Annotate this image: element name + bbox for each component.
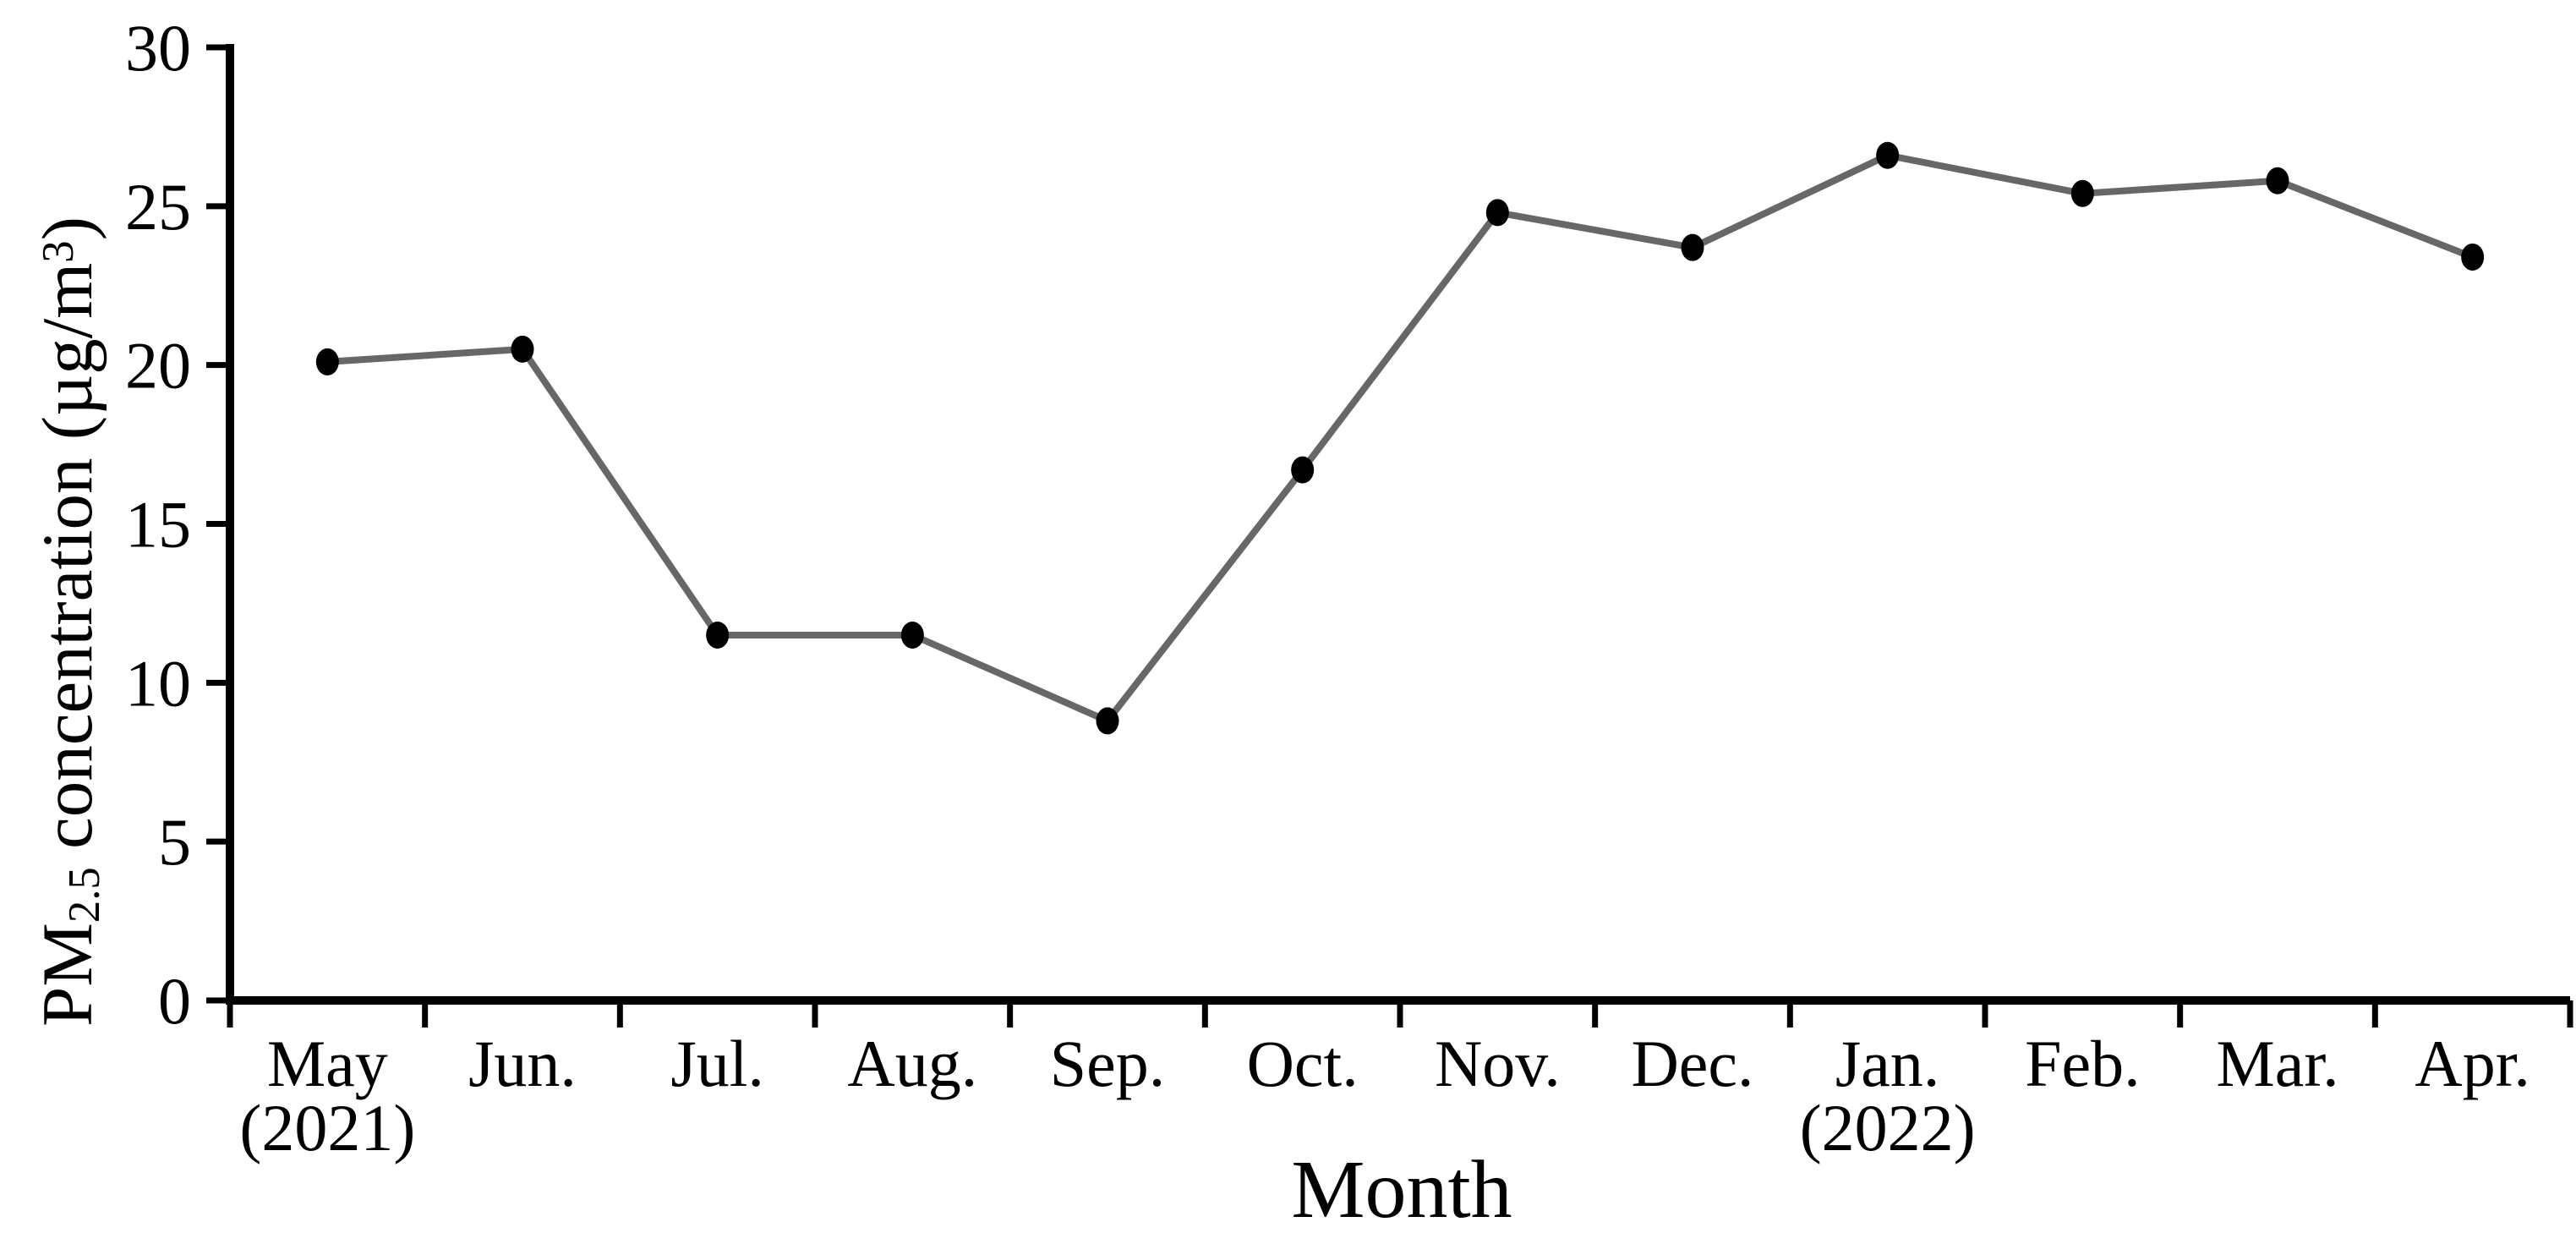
x-tick-label: Sep. — [1050, 1027, 1166, 1100]
y-tick-label: 25 — [125, 170, 191, 244]
x-tick-sublabel: (2022) — [1800, 1091, 1976, 1165]
y-tick-label: 10 — [125, 646, 191, 720]
x-tick-sublabel: (2021) — [239, 1091, 415, 1165]
data-point — [315, 348, 339, 375]
data-point — [900, 621, 924, 649]
data-point — [706, 621, 730, 649]
x-axis-title: Month — [1291, 1144, 1512, 1236]
x-tick-label: Jan. — [1835, 1027, 1939, 1100]
y-tick-label: 20 — [125, 329, 191, 403]
x-tick-label: Oct. — [1247, 1027, 1359, 1100]
x-tick-label: Mar. — [2216, 1027, 2338, 1100]
data-point — [1876, 141, 1900, 169]
data-line — [324, 151, 2476, 725]
x-tick-label: Dec. — [1631, 1027, 1753, 1100]
data-point — [2070, 179, 2094, 207]
x-tick-label: Feb. — [2025, 1027, 2141, 1100]
x-tick-label: Jul. — [670, 1027, 764, 1100]
y-axis-title: PM2.5 concentration (µg/m3) — [21, 30, 114, 1214]
y-axis-title-part: concentration (µg/m — [28, 262, 107, 868]
y-tick-label: 5 — [158, 805, 191, 879]
x-tick-label: Jun. — [468, 1027, 577, 1100]
data-point — [2461, 243, 2485, 271]
x-tick-label: Nov. — [1435, 1027, 1561, 1100]
data-point — [511, 335, 534, 363]
data-point — [1096, 707, 1119, 735]
y-tick-label: 0 — [158, 964, 191, 1038]
data-point — [1681, 233, 1704, 261]
x-tick-label: Apr. — [2415, 1027, 2530, 1100]
data-point — [1291, 456, 1315, 484]
x-tick-label: Aug. — [847, 1027, 977, 1100]
data-point — [1485, 199, 1509, 227]
y-axis-title-part: 2.5 — [60, 867, 110, 923]
y-axis-title-part: PM — [28, 923, 107, 1027]
data-point — [2266, 167, 2289, 195]
y-axis-title-part: ) — [28, 216, 107, 241]
y-tick-label: 30 — [125, 11, 191, 85]
x-tick-label: May — [267, 1027, 388, 1100]
y-axis-title-part: 3 — [33, 240, 83, 263]
y-tick-label: 15 — [125, 488, 191, 562]
